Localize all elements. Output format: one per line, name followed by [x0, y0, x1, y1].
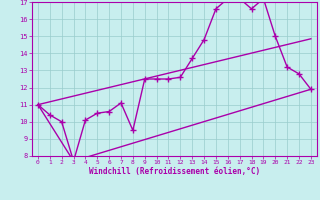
X-axis label: Windchill (Refroidissement éolien,°C): Windchill (Refroidissement éolien,°C) — [89, 167, 260, 176]
